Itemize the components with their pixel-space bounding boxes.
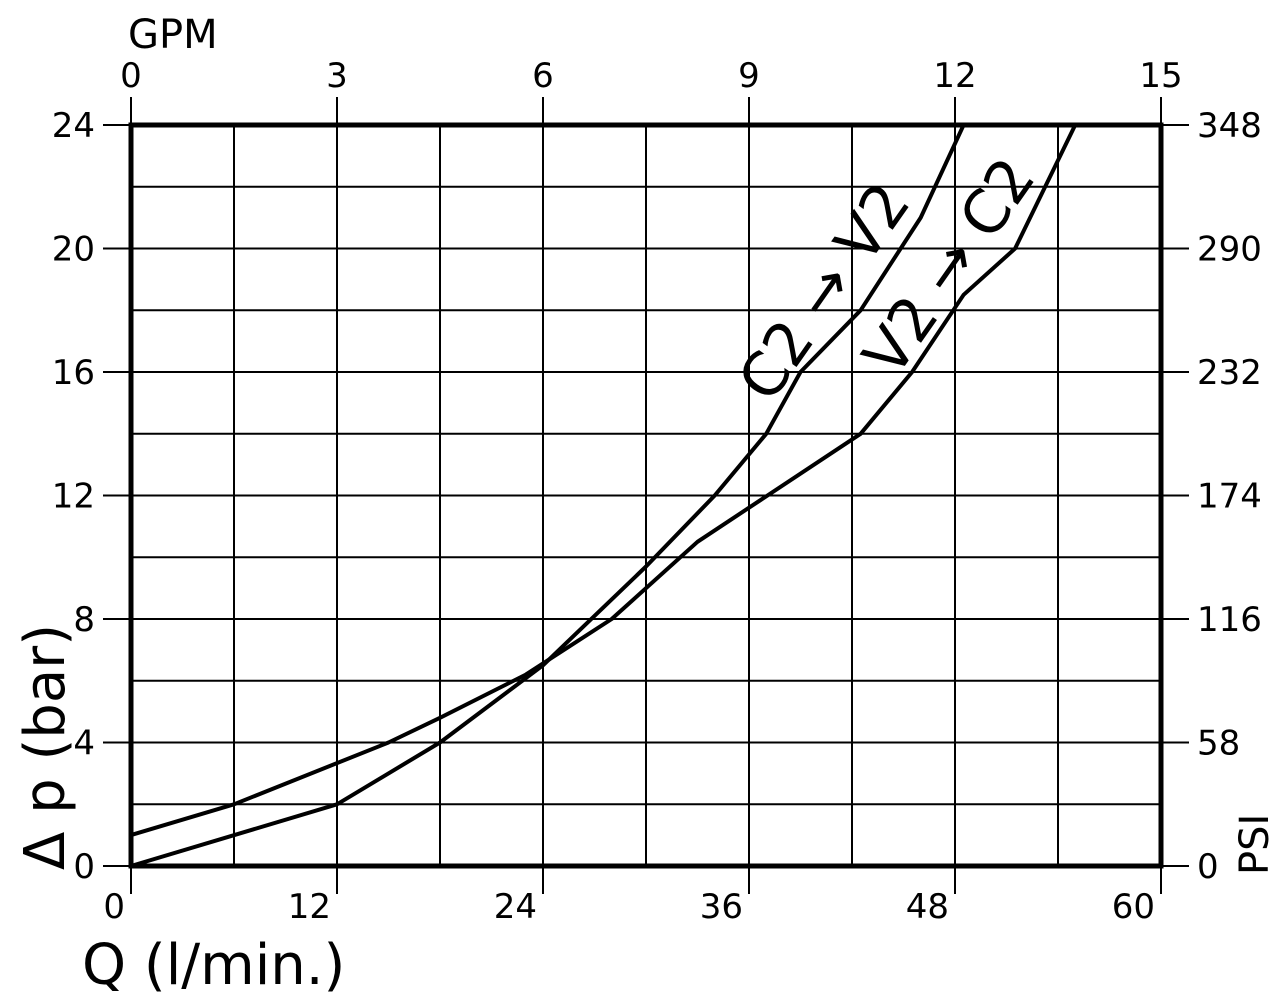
x2-tick-label: 9 <box>738 56 760 96</box>
x-tick-label: 24 <box>494 887 537 927</box>
series-line-2 <box>130 124 1077 838</box>
x2-tick-label: 3 <box>326 56 348 96</box>
psi-axis-title: PSI <box>1232 814 1278 875</box>
grid-lines <box>131 125 1161 866</box>
gpm-axis-title: GPM <box>128 12 218 58</box>
y2-tick-label: 0 <box>1197 847 1219 887</box>
y2-tick-label: 174 <box>1197 477 1262 517</box>
x-tick-label: 12 <box>288 887 331 927</box>
y-tick-label: 24 <box>52 106 95 146</box>
x2-tick-label: 12 <box>933 56 976 96</box>
pressure-axis-title: Δ p (bar) <box>13 624 78 870</box>
y2-tick-label: 58 <box>1197 724 1240 764</box>
y2-tick-label: 116 <box>1197 600 1262 640</box>
x2-tick-label: 6 <box>532 56 554 96</box>
x2-tick-label: 15 <box>1139 56 1182 96</box>
series-line-1 <box>130 124 966 868</box>
flow-axis-title: Q (l/min.) <box>82 933 345 998</box>
curves <box>130 124 1077 868</box>
y-tick-label: 16 <box>52 353 95 393</box>
x-tick-label: 0 <box>103 887 125 927</box>
x-tick-label: 48 <box>906 887 949 927</box>
y-tick-label: 4 <box>73 724 95 764</box>
tick-marks <box>103 97 1189 894</box>
y-tick-label: 20 <box>52 230 95 270</box>
y2-tick-label: 290 <box>1197 230 1262 270</box>
x2-tick-label: 0 <box>120 56 142 96</box>
y-tick-label: 12 <box>52 477 95 517</box>
x-tick-label: 60 <box>1112 887 1155 927</box>
y2-tick-label: 348 <box>1197 106 1262 146</box>
y2-tick-label: 232 <box>1197 353 1262 393</box>
y-tick-label: 0 <box>73 847 95 887</box>
x-tick-label: 36 <box>700 887 743 927</box>
y-tick-label: 8 <box>73 600 95 640</box>
